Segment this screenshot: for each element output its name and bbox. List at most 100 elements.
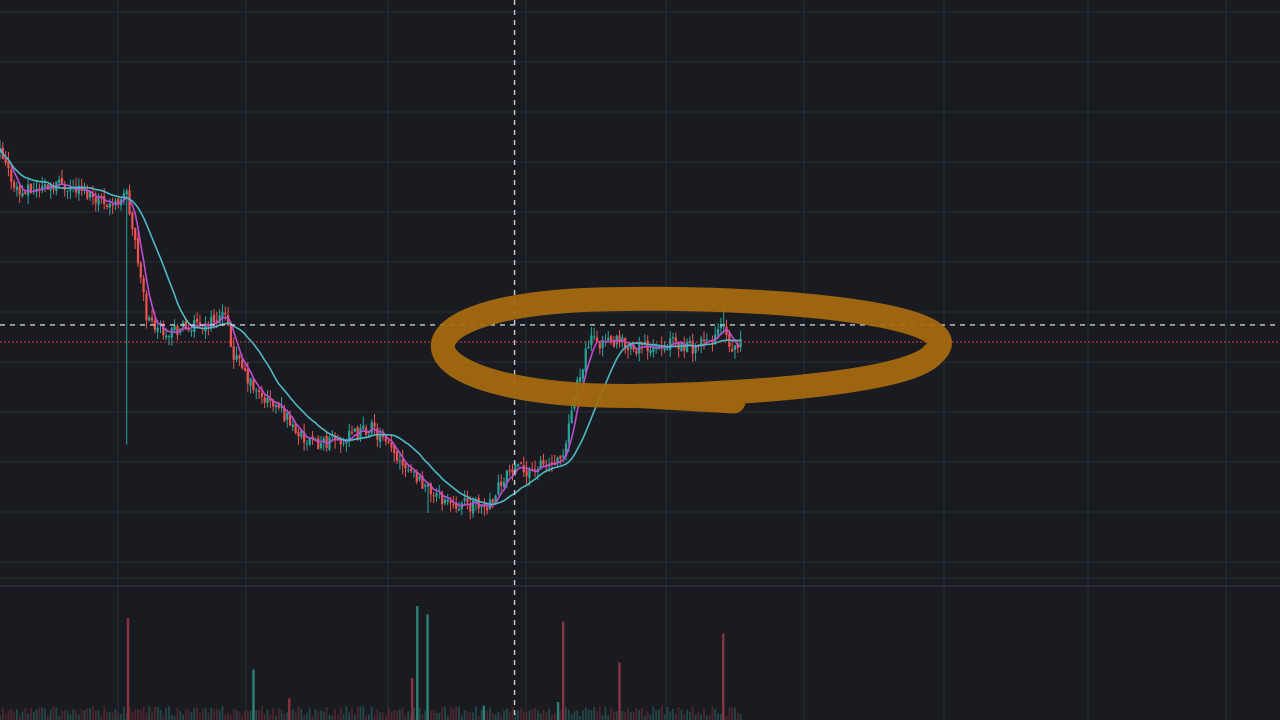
volume-bar <box>145 713 148 720</box>
volume-bar <box>27 713 30 720</box>
volume-bar <box>170 714 173 720</box>
volume-bar <box>384 715 387 720</box>
volume-bar <box>38 707 41 720</box>
candle-body <box>162 324 165 336</box>
candle <box>131 210 134 236</box>
candle <box>601 335 604 357</box>
candle-body <box>238 355 241 359</box>
candle <box>401 449 404 475</box>
volume-bar <box>536 709 539 720</box>
candle <box>66 190 69 199</box>
volume-bar <box>0 715 1 720</box>
candle <box>173 319 176 334</box>
volume-bar <box>58 715 61 720</box>
candle <box>362 416 365 432</box>
candle <box>319 435 323 450</box>
volume-bar <box>196 706 199 720</box>
candle-body <box>283 408 286 421</box>
candle-body <box>626 347 630 351</box>
volume-bar <box>444 706 446 720</box>
volume-bar <box>55 707 58 720</box>
volume-bar <box>24 707 27 720</box>
candle-body <box>722 325 725 327</box>
candle-body <box>618 335 621 343</box>
candle-body <box>122 192 126 200</box>
candle <box>404 462 407 477</box>
volume-bar <box>658 709 660 720</box>
candle <box>10 163 13 190</box>
candle <box>519 462 523 465</box>
candle-body <box>339 439 342 445</box>
candle <box>702 331 706 350</box>
volume-bar <box>610 707 612 720</box>
candle-body <box>356 427 359 440</box>
volume-bar <box>446 715 449 720</box>
candle-body <box>142 278 145 293</box>
volume-bar <box>204 707 207 720</box>
candle <box>243 363 247 372</box>
volume-bar <box>100 715 103 720</box>
candle <box>7 151 10 177</box>
candle-body <box>66 190 69 192</box>
candle-body <box>424 485 427 487</box>
volume-bar <box>125 713 128 720</box>
candle-body <box>235 355 238 360</box>
candle <box>297 428 300 445</box>
volume-bar <box>106 711 108 720</box>
candle <box>581 368 585 383</box>
candle-body <box>170 328 173 338</box>
volume-bar <box>705 715 708 720</box>
candle-body <box>477 497 480 509</box>
volume-bar <box>69 714 72 720</box>
volume-bar <box>218 710 221 720</box>
candle-body <box>97 196 100 205</box>
candle-body <box>196 318 199 322</box>
volume-bar <box>629 712 632 720</box>
candle <box>517 463 520 468</box>
volume-bar <box>627 708 629 720</box>
volume-bar <box>49 710 52 720</box>
candle-body <box>519 462 523 464</box>
hand-drawn-annotation <box>430 286 952 414</box>
candle-body <box>702 339 706 341</box>
volume-bar <box>714 709 717 720</box>
candle-body <box>139 263 142 278</box>
volume-bar <box>283 713 286 720</box>
volume-bar <box>275 715 277 720</box>
volume-bar <box>635 708 638 720</box>
candle <box>117 196 120 209</box>
candle <box>350 425 354 436</box>
candle-body <box>263 397 266 403</box>
candle <box>60 169 64 185</box>
candle-body <box>398 460 401 462</box>
volume-bar <box>142 706 145 720</box>
candle-body <box>514 465 517 474</box>
volume-bar <box>303 715 306 720</box>
volume-bar <box>108 712 111 720</box>
candle-body <box>255 390 258 392</box>
candle <box>43 178 47 193</box>
candle-body <box>379 435 382 443</box>
candle-body <box>671 337 675 339</box>
volume-bar <box>117 713 120 720</box>
volume-bar <box>92 706 94 720</box>
candle-body <box>390 443 393 448</box>
candle-body <box>176 326 179 335</box>
candle-body <box>252 379 255 390</box>
volume-bar <box>111 712 114 720</box>
volume-bar <box>677 707 680 720</box>
volume-bar <box>708 714 711 720</box>
candle-body <box>218 315 221 324</box>
volume-bar <box>339 707 342 720</box>
volume-bar <box>559 709 562 720</box>
candle-body <box>300 429 303 438</box>
candle <box>190 329 193 337</box>
candle <box>705 333 708 343</box>
volume-bar <box>694 715 697 720</box>
volume-bar <box>277 708 280 720</box>
candle-body <box>353 429 356 432</box>
volume-bar <box>359 706 362 720</box>
candle-body <box>243 367 247 371</box>
